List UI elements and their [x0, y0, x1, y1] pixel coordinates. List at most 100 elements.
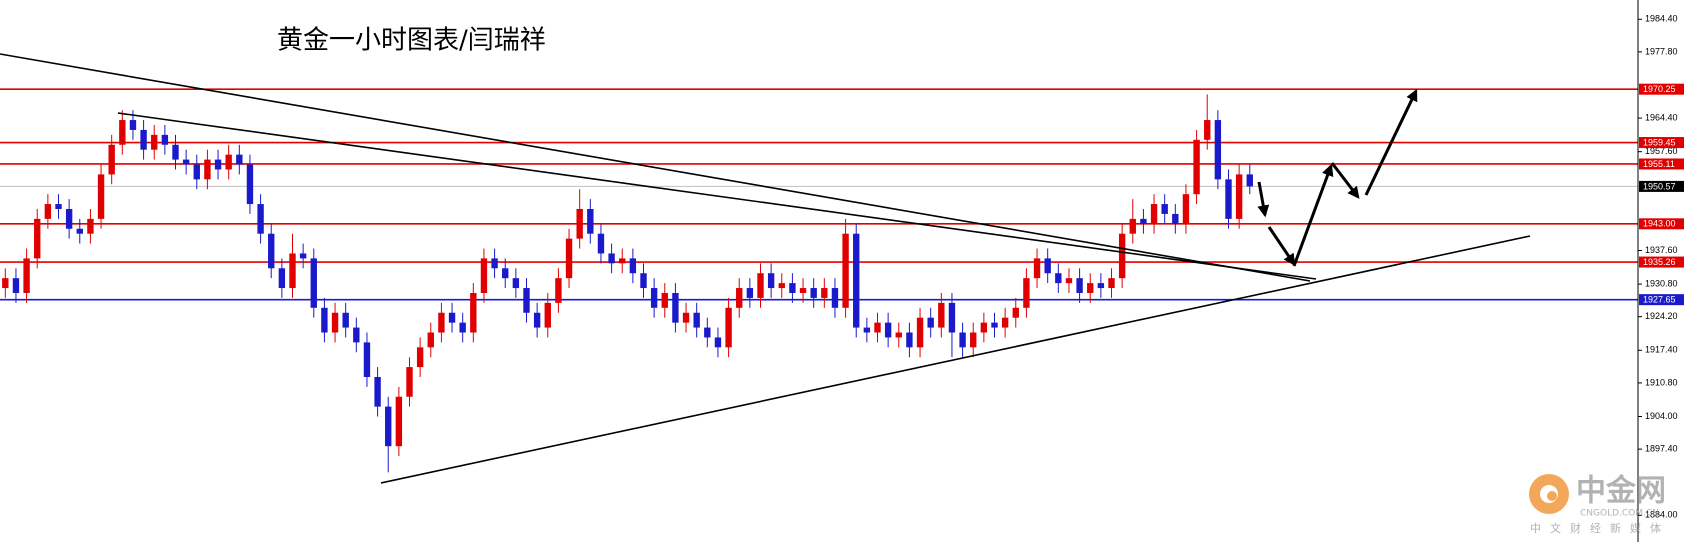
y-tick-label: 1917.40 [1645, 345, 1678, 355]
levels [0, 88, 1638, 301]
candle-body [810, 288, 817, 298]
arrow [1364, 88, 1418, 196]
trendline [117, 112, 1317, 280]
watermark-name: 中金网 [1576, 474, 1666, 509]
candle-body [65, 208, 73, 229]
candle-body [576, 208, 583, 239]
trendline [380, 235, 1531, 484]
candle-body [353, 327, 360, 343]
level-label: 1955.11 [1643, 159, 1675, 169]
candle-body [374, 376, 381, 407]
candle-body [129, 120, 137, 130]
arrow [1267, 226, 1296, 266]
candle-body [916, 317, 924, 348]
candle-body [789, 283, 796, 293]
candle-body [565, 238, 573, 279]
price-axis-labels: 1984.40 1977.80 1964.40 1957.60 1937.60 1930.… [1638, 14, 1684, 520]
candle-body [140, 129, 147, 150]
candle-body [980, 322, 988, 333]
arrow [1292, 163, 1334, 267]
candle-body [1108, 278, 1115, 289]
candle-body [523, 288, 530, 313]
logo-dot [1547, 491, 1557, 501]
y-tick-label: 1910.80 [1645, 377, 1678, 387]
candle-body [1246, 174, 1253, 187]
candle-body [895, 332, 902, 338]
candle-body [427, 332, 434, 348]
candle-body [1012, 307, 1019, 318]
candle-body [831, 288, 839, 308]
candle-body [236, 154, 243, 165]
candle-body [948, 302, 956, 333]
candle-body [1087, 283, 1094, 293]
candle-body [310, 258, 317, 308]
candle-body [1076, 278, 1083, 293]
candle-body [640, 273, 647, 289]
candle-body [1140, 218, 1147, 224]
candle-body [246, 164, 254, 205]
candle-body [459, 322, 466, 333]
arrow [1257, 181, 1270, 218]
arrow [1330, 162, 1360, 199]
y-tick-label: 1884.00 [1645, 510, 1678, 520]
candle-body [672, 292, 679, 323]
candle-body [927, 317, 934, 328]
candle-body [1033, 258, 1041, 279]
candle-body [1225, 179, 1232, 219]
candle-body [395, 396, 403, 447]
level-box [1639, 158, 1684, 170]
candle-body [991, 322, 998, 328]
candle-body [1172, 213, 1179, 224]
last-price-label: 1950.57 [1643, 181, 1676, 191]
candle-body [385, 406, 392, 447]
candle-body [161, 134, 169, 145]
candle-body [1235, 174, 1243, 219]
candle-body [470, 292, 477, 333]
candle-body [23, 258, 30, 293]
candle-body [1055, 273, 1062, 284]
y-tick-label: 1897.40 [1645, 443, 1678, 453]
candle-body [1065, 278, 1073, 284]
candle-body [108, 144, 115, 175]
candle-body [299, 253, 307, 259]
candle-body [76, 228, 83, 234]
candle-body [884, 322, 892, 338]
candles [2, 94, 1253, 473]
candle-body [959, 332, 966, 348]
candle-body [512, 278, 520, 289]
candle-body [650, 288, 658, 308]
y-tick-label: 1964.40 [1645, 112, 1678, 122]
candle-body [204, 159, 211, 180]
candle-body [225, 154, 232, 170]
candle-body [597, 233, 605, 254]
level-label: 1959.45 [1643, 137, 1676, 147]
y-tick-label: 1930.80 [1645, 278, 1678, 288]
level-label: 1970.25 [1643, 84, 1676, 94]
candle-body [214, 159, 222, 170]
candle-body [767, 273, 775, 289]
candle-body [853, 233, 860, 328]
trendline [0, 53, 1311, 282]
watermark-domain: CNGOLD.COM.CN [1580, 509, 1659, 519]
candle-body [842, 233, 849, 308]
level-label: 1943.00 [1643, 219, 1676, 229]
candle-body [1204, 120, 1211, 140]
candle-body [12, 278, 20, 293]
candle-body [363, 342, 371, 377]
candle-body [321, 307, 328, 333]
candle-body [1214, 120, 1222, 180]
candle-body [778, 283, 785, 289]
candle-body [480, 258, 488, 293]
candle-body [2, 278, 9, 289]
candle-body [1023, 278, 1030, 308]
y-tick-label: 1937.60 [1645, 245, 1678, 255]
candle-body [821, 288, 828, 298]
y-tick-label: 1977.80 [1645, 46, 1678, 56]
candle-body [491, 258, 498, 269]
level-box [1639, 218, 1684, 230]
candle-body [331, 312, 339, 333]
candle-body [533, 312, 541, 328]
candle-body [970, 332, 977, 348]
